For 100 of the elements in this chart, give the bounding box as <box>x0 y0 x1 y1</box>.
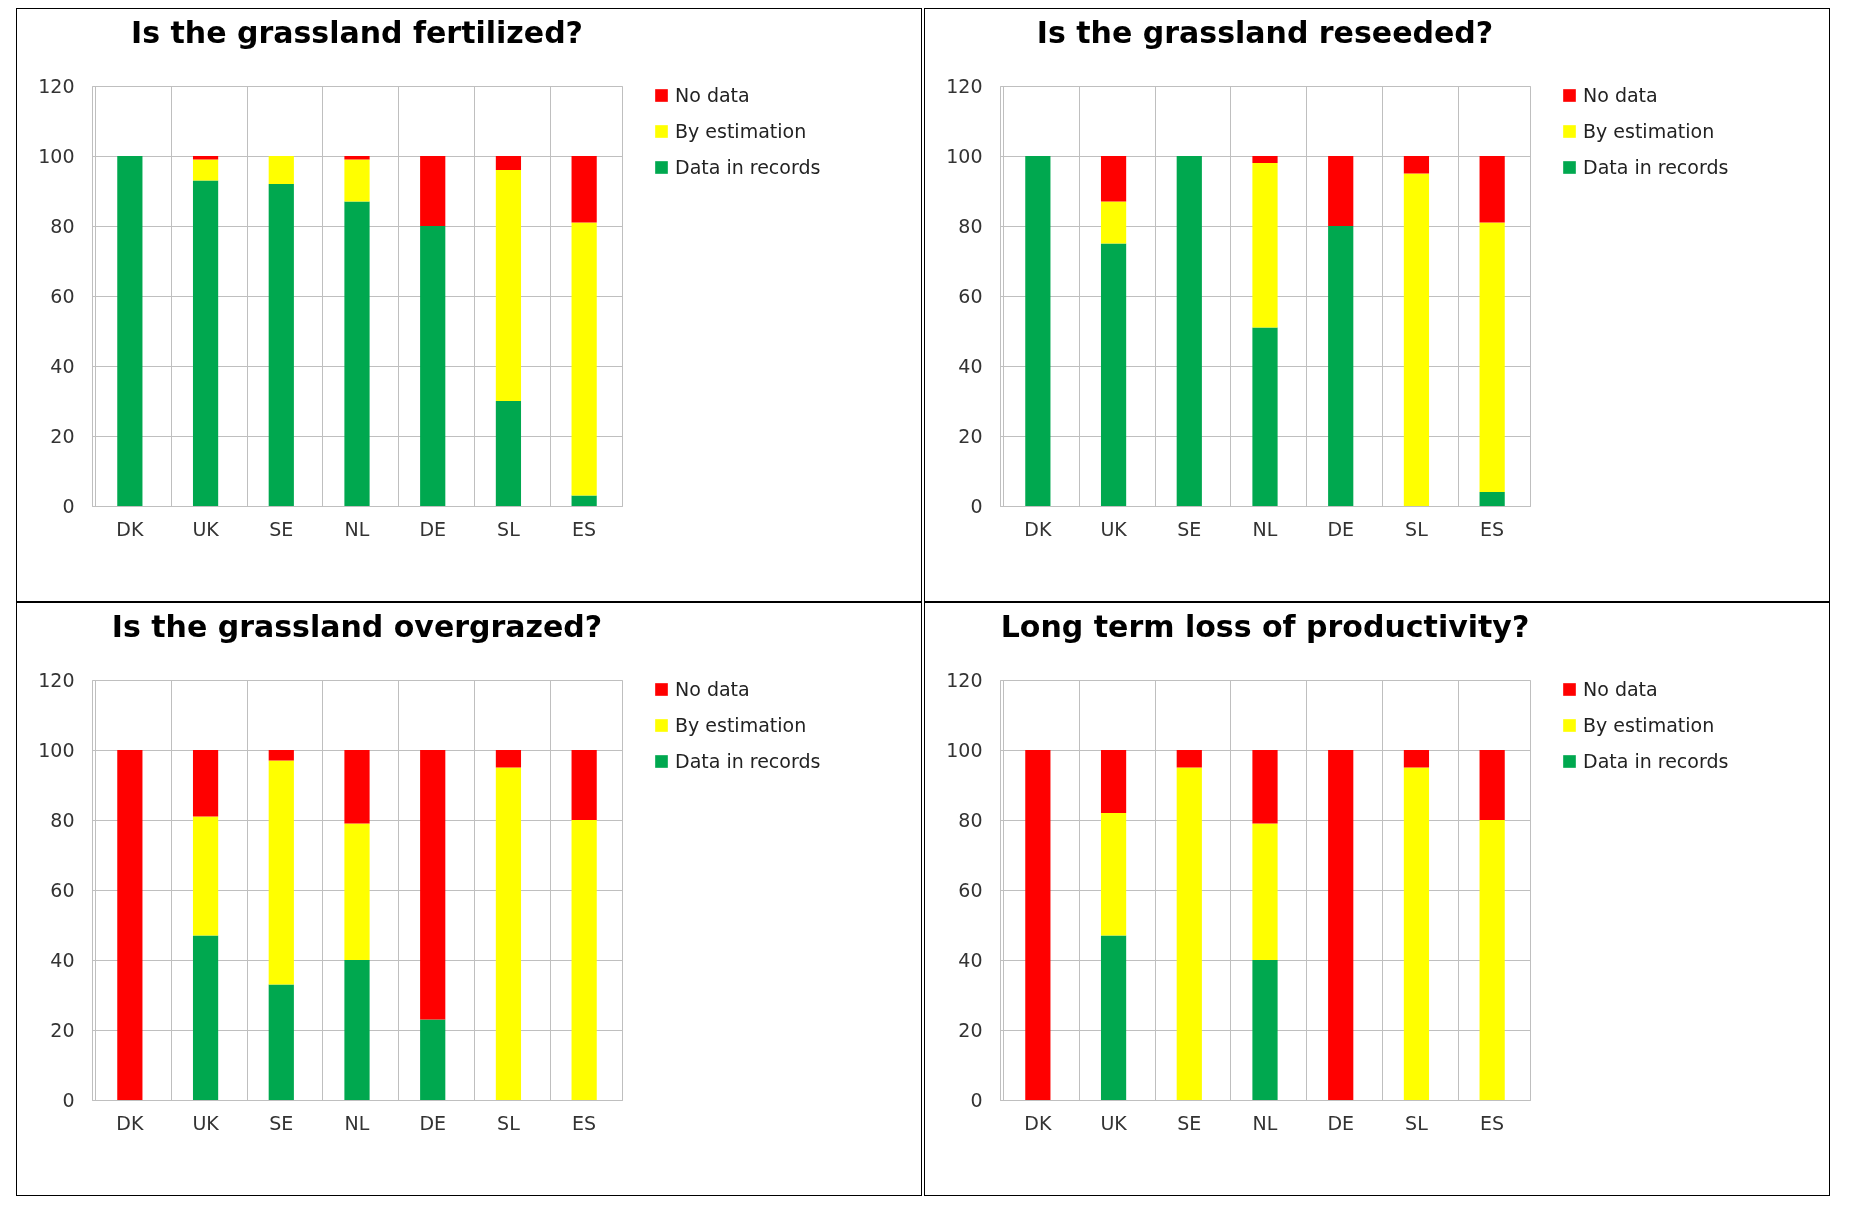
bar <box>344 750 370 824</box>
legend-label: No data <box>1583 677 1658 700</box>
x-tick-label: SE <box>1177 517 1202 540</box>
x-tick-label: SE <box>269 517 294 540</box>
bar <box>268 750 294 761</box>
bar <box>1403 173 1430 506</box>
x-tick-label: UK <box>1100 517 1128 540</box>
bar <box>344 960 370 1100</box>
y-tick-label: 40 <box>958 948 983 971</box>
bar <box>571 750 597 820</box>
chart-title: Is the grassland overgrazed? <box>111 609 603 644</box>
y-tick-label: 60 <box>958 284 983 307</box>
bar <box>420 226 446 506</box>
bar <box>117 156 143 506</box>
chart-title: Is the grassland fertilized? <box>130 15 584 50</box>
y-tick-label: 80 <box>958 214 983 237</box>
x-tick-label: UK <box>192 517 220 540</box>
legend-label: By estimation <box>1583 713 1715 736</box>
x-tick-label: ES <box>1480 517 1505 540</box>
bar <box>495 750 522 768</box>
y-tick-label: 100 <box>946 144 983 167</box>
y-tick-label: 100 <box>38 738 75 761</box>
y-tick-label: 60 <box>50 878 75 901</box>
bar <box>344 159 370 202</box>
bar <box>495 156 522 170</box>
x-tick-label: DK <box>1024 517 1052 540</box>
bar <box>1479 222 1505 492</box>
bar <box>1328 750 1354 1100</box>
bar <box>1100 243 1127 506</box>
bar <box>1100 750 1127 813</box>
y-tick-label: 80 <box>50 214 75 237</box>
x-tick-label: SE <box>1177 1111 1202 1134</box>
bar <box>1252 156 1278 163</box>
bar <box>1403 156 1430 174</box>
y-tick-label: 100 <box>946 738 983 761</box>
y-tick-label: 60 <box>50 284 75 307</box>
legend-label: Data in records <box>675 155 821 178</box>
y-tick-label: 20 <box>958 1018 983 1041</box>
legend-label: Data in records <box>1583 749 1729 772</box>
x-tick-label: ES <box>572 1111 597 1134</box>
bar <box>420 1019 446 1100</box>
bar <box>420 750 446 1020</box>
x-tick-label: SL <box>1405 1111 1429 1134</box>
bar <box>1328 156 1354 226</box>
bar <box>1176 767 1202 1100</box>
bar <box>495 767 522 1100</box>
y-tick-label: 120 <box>946 668 983 691</box>
bar <box>420 156 446 226</box>
x-tick-label: SL <box>497 1111 521 1134</box>
bar <box>1479 492 1505 506</box>
x-tick-label: DE <box>419 517 447 540</box>
bar <box>1252 163 1278 328</box>
bar <box>192 159 219 181</box>
y-tick-label: 40 <box>958 354 983 377</box>
bar <box>1252 327 1278 506</box>
bar <box>1100 156 1127 202</box>
bar <box>344 823 370 960</box>
bar <box>1100 201 1127 244</box>
legend-label: No data <box>1583 83 1658 106</box>
y-tick-label: 120 <box>38 668 75 691</box>
y-tick-label: 120 <box>946 74 983 97</box>
bar <box>1252 823 1278 960</box>
x-tick-label: ES <box>1480 1111 1505 1134</box>
bar <box>1025 750 1051 1100</box>
y-tick-label: 0 <box>970 494 983 517</box>
legend-label: By estimation <box>675 713 807 736</box>
y-tick-label: 20 <box>50 1018 75 1041</box>
bar <box>192 750 219 817</box>
x-tick-label: ES <box>572 517 597 540</box>
bar <box>1176 156 1202 506</box>
bar <box>1025 156 1051 506</box>
y-tick-label: 80 <box>958 808 983 831</box>
y-tick-label: 0 <box>62 1088 75 1111</box>
legend-label: By estimation <box>675 119 807 142</box>
bar <box>192 180 219 506</box>
bar <box>268 760 294 985</box>
y-tick-label: 80 <box>50 808 75 831</box>
y-tick-label: 60 <box>958 878 983 901</box>
bar <box>1100 935 1127 1100</box>
bar <box>1403 767 1430 1100</box>
bar <box>1479 820 1505 1100</box>
x-tick-label: UK <box>192 1111 220 1134</box>
bar <box>1328 226 1354 506</box>
chart-title: Long term loss of productivity? <box>1000 609 1530 644</box>
x-tick-label: NL <box>344 517 370 540</box>
bar <box>1479 156 1505 223</box>
legend-label: Data in records <box>675 749 821 772</box>
legend-label: By estimation <box>1583 119 1715 142</box>
bar <box>571 222 597 496</box>
legend-label: No data <box>675 83 750 106</box>
x-tick-label: SL <box>1405 517 1429 540</box>
x-tick-label: SL <box>497 517 521 540</box>
bar <box>192 935 219 1100</box>
bar <box>571 495 597 506</box>
bar <box>1100 813 1127 936</box>
x-tick-label: DK <box>116 1111 144 1134</box>
bar <box>495 401 522 506</box>
x-tick-label: DE <box>419 1111 447 1134</box>
y-tick-label: 120 <box>38 74 75 97</box>
bar <box>495 170 522 401</box>
